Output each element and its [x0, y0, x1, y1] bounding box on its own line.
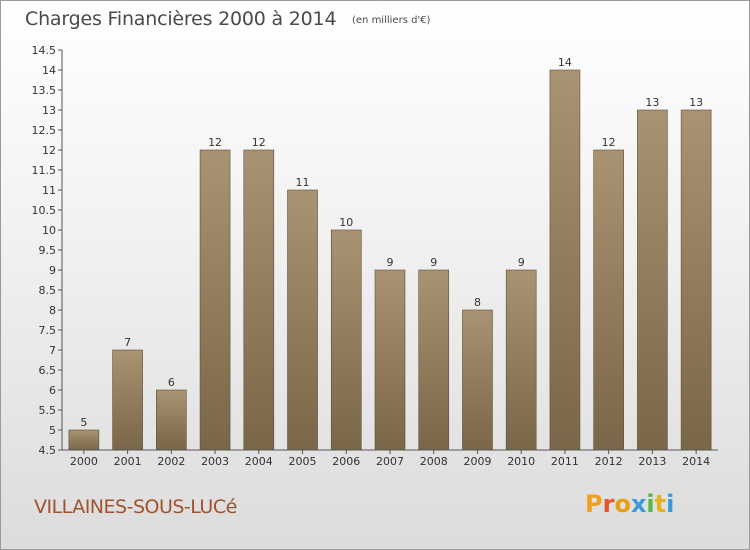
y-tick-label: 7.5	[39, 324, 57, 337]
data-label-2005: 11	[296, 176, 310, 189]
y-tick-label: 12.5	[32, 124, 57, 137]
x-tick-label-2013: 2013	[638, 455, 666, 468]
y-tick-label: 14	[42, 64, 56, 77]
bar-2006	[330, 229, 362, 451]
data-label-2011: 14	[558, 56, 572, 69]
data-label-2014: 13	[689, 96, 703, 109]
bar-2010	[505, 269, 537, 451]
data-label-2006: 10	[339, 216, 353, 229]
x-tick-label-2000: 2000	[70, 455, 98, 468]
y-tick-label: 13	[42, 104, 56, 117]
logo-letter: o	[614, 490, 631, 518]
bar-2002	[156, 389, 187, 451]
data-label-2012: 12	[602, 136, 616, 149]
y-tick-label: 14.5	[32, 44, 57, 57]
logo-letter: t	[654, 490, 667, 518]
logo-letter: i	[646, 490, 655, 518]
x-tick-label-2002: 2002	[157, 455, 185, 468]
y-tick-label: 4.5	[39, 444, 57, 457]
data-label-2002: 6	[168, 376, 175, 389]
bar-2004	[243, 149, 275, 451]
x-tick-label-2014: 2014	[682, 455, 710, 468]
x-tick-label-2001: 2001	[114, 455, 142, 468]
bar-2005	[287, 189, 318, 451]
x-tick-label-2005: 2005	[289, 455, 317, 468]
data-label-2007: 9	[387, 256, 394, 269]
y-tick-label: 6.5	[39, 364, 57, 377]
data-label-2004: 12	[252, 136, 266, 149]
x-tick-label-2009: 2009	[463, 455, 491, 468]
y-tick-label: 9.5	[39, 244, 57, 257]
data-label-2013: 13	[645, 96, 659, 109]
chart-subtitle: (en milliers d'€)	[352, 15, 431, 26]
data-label-2000: 5	[80, 416, 87, 429]
x-tick-label-2010: 2010	[507, 455, 535, 468]
y-tick-label: 11.5	[32, 164, 57, 177]
logo-letter: i	[666, 490, 675, 518]
x-tick-label-2008: 2008	[420, 455, 448, 468]
y-tick-label: 5.5	[39, 404, 57, 417]
y-tick-label: 12	[42, 144, 56, 157]
y-tick-label: 9	[49, 264, 56, 277]
x-tick-label-2004: 2004	[245, 455, 273, 468]
y-tick-label: 8.5	[39, 284, 57, 297]
y-tick-label: 7	[49, 344, 56, 357]
bar-2000	[68, 429, 100, 451]
logo-letter: r	[602, 490, 615, 518]
bar-2009	[462, 309, 493, 451]
commune-name: VILLAINES-SOUS-LUCé	[34, 496, 237, 518]
y-tick-label: 10.5	[32, 204, 57, 217]
y-tick-label: 8	[49, 304, 56, 317]
data-label-2008: 9	[430, 256, 437, 269]
y-tick-label: 6	[49, 384, 56, 397]
bar-2012	[593, 149, 624, 451]
x-tick-label-2011: 2011	[551, 455, 579, 468]
data-label-2003: 12	[208, 136, 222, 149]
bar-2011	[549, 69, 581, 451]
data-label-2001: 7	[124, 336, 131, 349]
data-label-2010: 9	[518, 256, 525, 269]
bar-2013	[637, 109, 668, 451]
x-tick-label-2012: 2012	[595, 455, 623, 468]
logo-letter: P	[585, 490, 603, 518]
chart-title: Charges Financières 2000 à 2014	[25, 8, 337, 30]
y-tick-label: 13.5	[32, 84, 57, 97]
x-tick-label-2007: 2007	[376, 455, 404, 468]
bar-2003	[199, 149, 231, 451]
x-tick-label-2006: 2006	[332, 455, 360, 468]
bar-2001	[112, 349, 143, 451]
logo-letter: x	[630, 490, 647, 518]
data-label-2009: 8	[474, 296, 481, 309]
y-tick-label: 11	[42, 184, 56, 197]
x-tick-label-2003: 2003	[201, 455, 229, 468]
bar-2007	[374, 269, 406, 451]
y-tick-label: 10	[42, 224, 56, 237]
bar-2008	[418, 269, 450, 451]
bar-2014	[680, 109, 712, 451]
proxiti-logo: Proxiti	[585, 490, 674, 518]
y-tick-label: 5	[49, 424, 56, 437]
